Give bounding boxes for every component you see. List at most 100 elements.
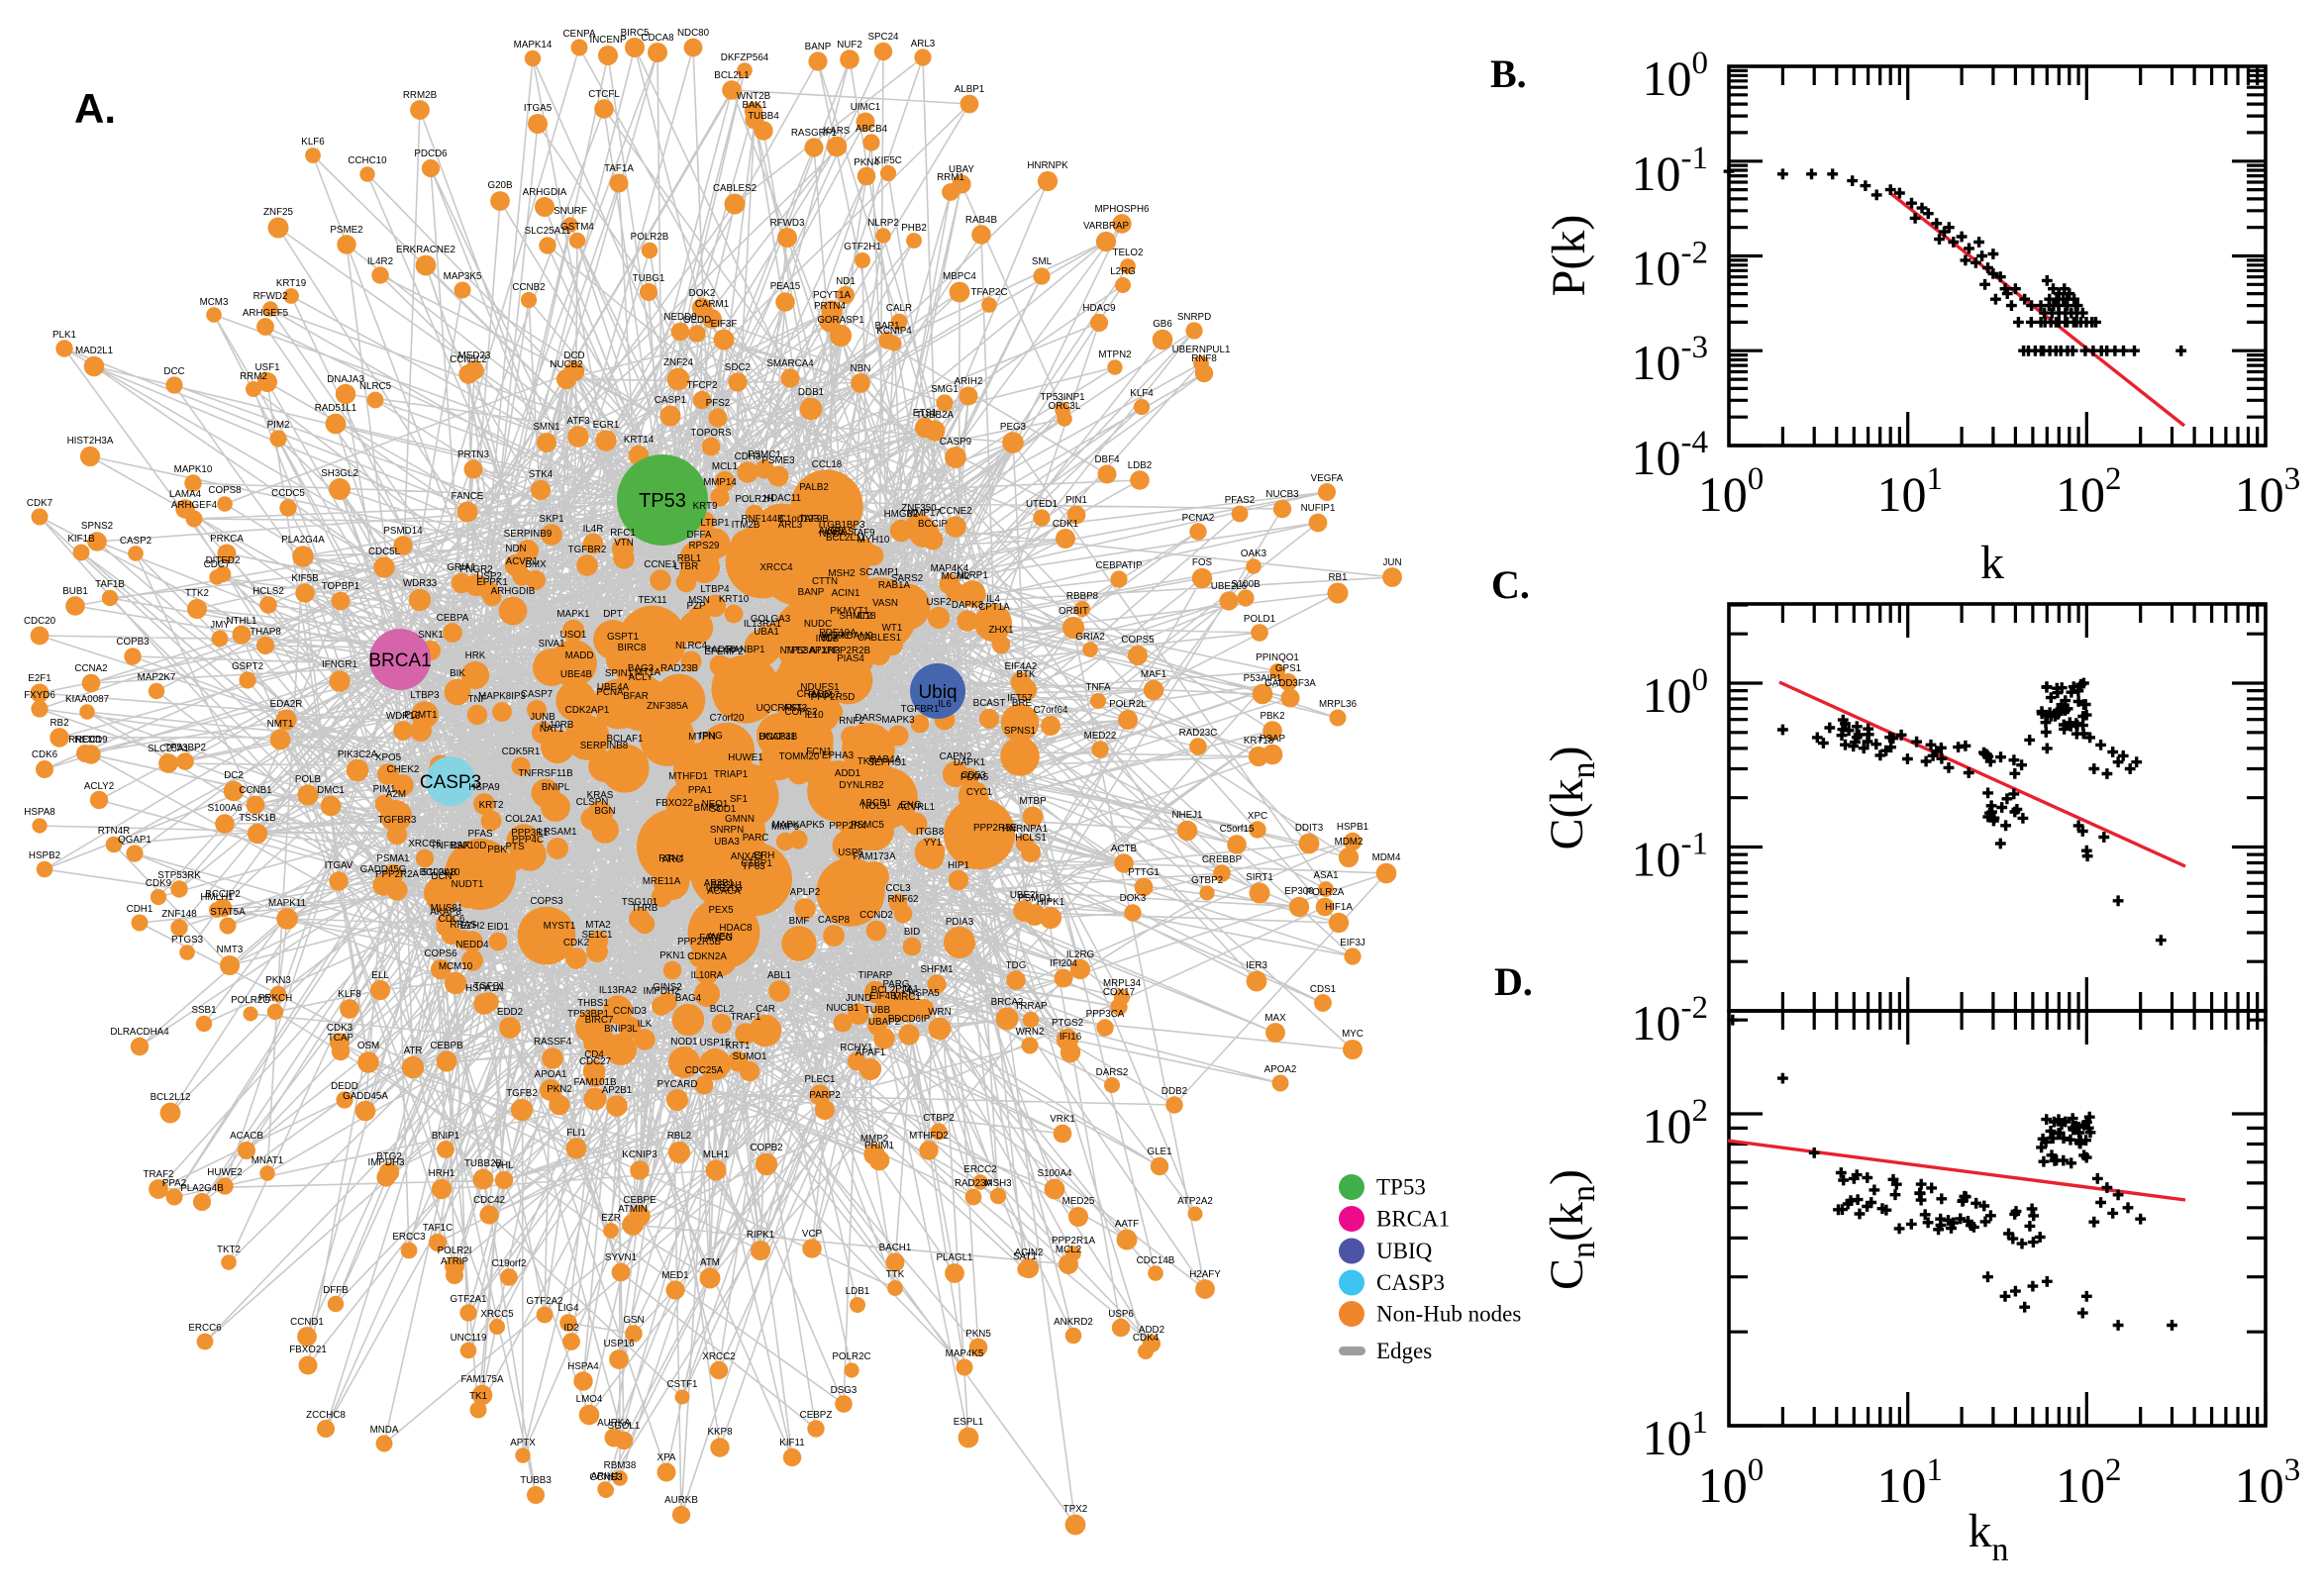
svg-text:PFAS: PFAS	[467, 829, 493, 840]
svg-text:SGOL1: SGOL1	[608, 1421, 641, 1432]
svg-text:PRKCH: PRKCH	[258, 993, 292, 1004]
svg-text:UQCRFS1: UQCRFS1	[757, 703, 803, 714]
svg-text:MTHFD1: MTHFD1	[668, 771, 708, 782]
svg-text:MT1A: MT1A	[635, 667, 661, 678]
svg-text:FANCE: FANCE	[452, 491, 484, 502]
svg-text:TIPARP: TIPARP	[858, 970, 893, 981]
svg-text:COPS6: COPS6	[424, 948, 457, 959]
svg-text:BCLAF1: BCLAF1	[606, 734, 643, 745]
svg-text:RTN4: RTN4	[658, 853, 684, 864]
svg-text:NUCB3: NUCB3	[1265, 489, 1299, 500]
svg-text:XRCC6: XRCC6	[408, 839, 442, 849]
svg-text:CPT1A: CPT1A	[978, 602, 1010, 613]
svg-text:RAB4A: RAB4A	[869, 754, 902, 765]
svg-text:BMP3: BMP3	[694, 803, 721, 814]
svg-text:BECN1: BECN1	[711, 880, 744, 891]
svg-text:CD4: CD4	[584, 1049, 604, 1060]
svg-text:GADD45G: GADD45G	[360, 864, 407, 875]
svg-text:PEA15: PEA15	[770, 281, 801, 292]
svg-text:HRH1: HRH1	[429, 1168, 455, 1179]
svg-text:PTGS3: PTGS3	[171, 935, 204, 946]
svg-text:LTBR: LTBR	[674, 561, 698, 572]
svg-text:RASGRF1: RASGRF1	[791, 128, 837, 139]
svg-text:100: 100	[1698, 1452, 1765, 1513]
svg-text:MPHOSPH6: MPHOSPH6	[1095, 204, 1151, 215]
svg-text:UNC84B: UNC84B	[759, 732, 798, 743]
svg-text:TAF1A: TAF1A	[604, 163, 634, 174]
svg-text:RFWD3: RFWD3	[770, 218, 805, 229]
svg-text:CCND2: CCND2	[859, 910, 893, 921]
svg-text:PLEC1: PLEC1	[804, 1074, 835, 1085]
svg-text:HNRNPA1: HNRNPA1	[1002, 824, 1048, 835]
svg-text:NMT3: NMT3	[217, 945, 244, 955]
svg-text:CTBP1: CTBP1	[741, 858, 772, 869]
svg-text:EIF3F: EIF3F	[711, 319, 738, 330]
svg-text:UTED1: UTED1	[1026, 499, 1058, 510]
svg-text:BCL2L1: BCL2L1	[714, 70, 749, 81]
svg-text:ATP2A2: ATP2A2	[1177, 1196, 1213, 1207]
svg-text:MMP9: MMP9	[771, 822, 799, 833]
svg-text:DFFB: DFFB	[323, 1285, 349, 1296]
svg-text:PIK3C2A: PIK3C2A	[338, 749, 378, 760]
svg-text:BTK: BTK	[1016, 669, 1036, 680]
svg-text:RCHY1: RCHY1	[840, 1043, 872, 1053]
svg-text:RIPK1: RIPK1	[747, 1230, 774, 1241]
svg-text:ARIH2: ARIH2	[955, 376, 983, 387]
svg-text:KIAA0087: KIAA0087	[65, 694, 109, 705]
svg-text:DARS2: DARS2	[1096, 1067, 1129, 1078]
svg-text:IL2RG: IL2RG	[1066, 949, 1094, 960]
svg-text:UBE2L6: UBE2L6	[1211, 581, 1248, 592]
svg-text:XRCC4: XRCC4	[759, 562, 793, 573]
svg-text:TTK2: TTK2	[185, 588, 209, 599]
svg-text:SPIN1: SPIN1	[605, 668, 633, 679]
svg-text:CEBPE: CEBPE	[623, 1195, 656, 1206]
svg-text:BAX: BAX	[451, 841, 470, 851]
svg-text:USP5: USP5	[838, 848, 863, 858]
svg-text:100: 100	[1643, 662, 1709, 723]
svg-text:PPP3CA: PPP3CA	[1086, 1009, 1125, 1020]
svg-text:EIF3J: EIF3J	[1340, 938, 1365, 948]
svg-text:TGFBR3: TGFBR3	[378, 815, 417, 826]
svg-text:HIST2H3A: HIST2H3A	[67, 436, 114, 447]
svg-text:TOPBP1: TOPBP1	[322, 581, 359, 592]
svg-text:WDR16: WDR16	[386, 711, 421, 722]
svg-text:ACIN1: ACIN1	[832, 588, 860, 599]
svg-text:MAP3K5: MAP3K5	[444, 271, 482, 282]
svg-text:Cn(kn): Cn(kn)	[1541, 1169, 1602, 1290]
svg-text:E2F1: E2F1	[28, 673, 50, 684]
svg-text:ATMIN: ATMIN	[618, 1204, 648, 1215]
svg-text:10-2: 10-2	[1632, 236, 1709, 296]
svg-text:MYC: MYC	[1342, 1029, 1364, 1040]
svg-text:KIF5B: KIF5B	[291, 573, 319, 584]
svg-text:JUN: JUN	[1382, 557, 1401, 568]
svg-text:CEBPATIP: CEBPATIP	[1096, 560, 1143, 571]
svg-text:JUND: JUND	[846, 993, 871, 1004]
svg-text:MED22: MED22	[1084, 731, 1117, 742]
svg-text:EID1: EID1	[487, 922, 509, 933]
svg-text:GADD3F3A: GADD3F3A	[1264, 678, 1316, 689]
svg-text:BGN: BGN	[594, 806, 615, 817]
svg-text:10-1: 10-1	[1632, 141, 1709, 201]
svg-text:PSMD14: PSMD14	[383, 526, 423, 537]
svg-text:BNIPL: BNIPL	[542, 782, 570, 793]
svg-text:DPT: DPT	[603, 609, 623, 620]
svg-text:GLE1: GLE1	[1147, 1147, 1171, 1157]
svg-text:CCL18: CCL18	[812, 459, 843, 470]
svg-text:YY1: YY1	[924, 838, 943, 848]
svg-text:POLR2A: POLR2A	[1306, 887, 1345, 898]
svg-text:AATF: AATF	[1115, 1219, 1139, 1230]
svg-text:BIK: BIK	[450, 668, 465, 679]
svg-text:D.: D.	[1494, 959, 1533, 1004]
svg-text:RB1: RB1	[1328, 572, 1347, 583]
svg-text:Non-Hub nodes: Non-Hub nodes	[1376, 1302, 1521, 1327]
svg-text:QGAP1: QGAP1	[118, 835, 152, 846]
svg-text:HSPA5: HSPA5	[908, 988, 940, 999]
svg-text:SEPHS1: SEPHS1	[868, 757, 907, 768]
svg-text:C7orf64: C7orf64	[1034, 705, 1068, 716]
svg-text:TP53: TP53	[1376, 1175, 1426, 1200]
svg-text:TK1: TK1	[469, 1391, 487, 1402]
svg-text:CABLES2: CABLES2	[713, 183, 757, 194]
svg-text:DFFA: DFFA	[686, 530, 712, 541]
svg-text:ERH: ERH	[755, 850, 775, 861]
svg-text:COPS3: COPS3	[530, 896, 563, 907]
